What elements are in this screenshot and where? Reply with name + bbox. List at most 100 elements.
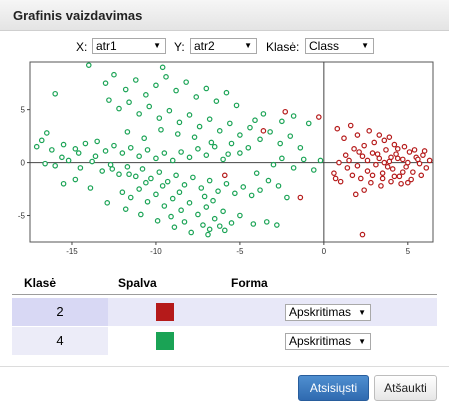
row-class: 2 [12,298,108,326]
point-class-4 [206,226,213,233]
point-class-4 [275,183,282,189]
point-class-2 [346,157,352,164]
point-class-4 [270,161,277,168]
shape-select[interactable]: Apskritimas ▼ [285,304,371,321]
point-class-4 [163,74,169,80]
point-class-4 [206,116,213,122]
point-class-2 [364,157,371,164]
point-class-2 [423,165,430,171]
class-select[interactable]: Class ▼ [305,38,374,54]
data-points [33,62,433,238]
point-class-4 [154,218,161,224]
point-class-2 [364,168,371,174]
point-class-4 [203,85,210,92]
table-row: 4 Apskritimas ▼ [12,327,437,355]
x-axis-label: X: [76,40,88,54]
color-swatch[interactable] [156,332,174,350]
cancel-button[interactable]: Atšaukti [374,375,437,401]
point-class-4 [190,174,196,181]
footer-divider [0,366,449,367]
point-class-4 [178,207,184,214]
point-class-4 [263,219,270,225]
point-class-4 [173,172,179,179]
point-class-2 [386,134,393,140]
point-class-4 [136,111,142,117]
table-divider [12,294,437,295]
point-class-4 [141,135,147,142]
point-class-4 [211,215,218,222]
point-class-2 [405,179,411,186]
shape-select[interactable]: Apskritimas ▼ [285,333,371,350]
point-class-4 [201,193,208,200]
point-class-4 [169,195,176,202]
chevron-down-icon: ▼ [244,41,252,50]
x-axis-select-value: atr1 [96,39,117,53]
point-class-4 [191,134,198,140]
point-class-4 [196,123,203,130]
point-class-2 [369,172,376,179]
point-class-4 [136,153,142,160]
point-class-4 [245,144,252,151]
point-class-4 [250,221,257,227]
point-class-4 [148,175,154,182]
point-class-4 [211,143,218,150]
point-class-2 [401,143,408,150]
point-class-4 [176,189,183,196]
point-class-2 [389,166,396,172]
point-class-4 [111,71,117,78]
x-axis-select[interactable]: atr1 ▼ [92,38,166,54]
point-class-4 [72,176,79,183]
shape-select-value: Apskritimas [289,334,352,348]
y-tick-label: 5 [21,106,26,115]
point-class-2 [391,173,398,180]
point-class-4 [159,64,166,71]
point-class-2 [421,148,428,154]
point-class-4 [38,137,45,144]
point-class-4 [124,129,131,135]
point-class-4 [215,188,221,194]
download-button[interactable]: Atsisiųsti [298,375,369,401]
point-class-4 [65,157,72,164]
point-class-4 [210,197,216,204]
point-class-2 [411,147,418,153]
x-tick-label: 5 [406,247,411,256]
point-class-4 [193,94,200,100]
shape-select-value: Apskritimas [289,305,352,319]
point-class-4 [223,180,230,187]
point-class-4 [127,194,134,201]
point-class-4 [72,146,79,152]
point-class-4 [111,142,117,149]
point-class-2 [332,175,339,182]
point-class-4 [153,155,159,162]
point-class-2 [297,194,304,201]
point-class-2 [391,141,398,148]
point-class-4 [213,98,220,104]
point-class-2 [221,172,228,179]
point-class-4 [248,192,255,199]
point-class-2 [376,132,383,138]
point-class-4 [153,82,159,89]
point-class-4 [143,179,149,186]
x-tick-label: -5 [236,247,244,256]
point-class-2 [347,122,354,129]
point-class-4 [60,180,67,187]
point-class-2 [349,172,356,179]
point-class-4 [287,133,294,139]
y-axis-select[interactable]: atr2 ▼ [190,38,257,54]
point-class-4 [240,184,247,190]
point-class-4 [127,144,134,151]
legend-table-header: Klasė Spalva Forma [0,274,449,294]
point-class-4 [188,229,195,236]
color-swatch[interactable] [156,303,174,321]
point-class-2 [408,176,414,183]
point-class-4 [102,148,109,154]
point-class-4 [144,198,151,205]
class-label: Klasė: [266,40,300,54]
point-class-4 [267,129,273,135]
point-class-4 [136,186,142,192]
point-class-4 [153,191,159,198]
table-row: 2 Apskritimas ▼ [12,298,437,326]
point-class-4 [109,166,116,172]
point-class-4 [146,103,153,110]
point-class-4 [237,132,243,138]
